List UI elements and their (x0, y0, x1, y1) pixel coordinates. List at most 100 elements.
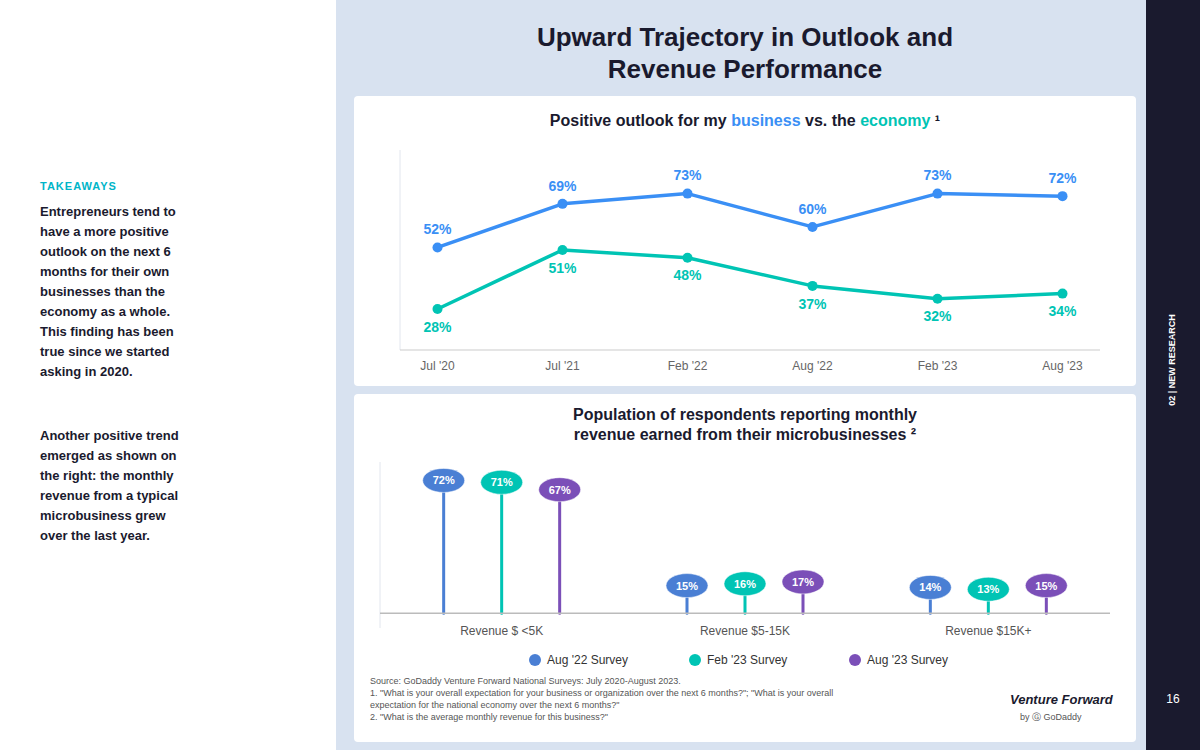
x-axis-line (400, 349, 1100, 350)
point (808, 281, 818, 291)
point (683, 189, 693, 199)
footnote: Source: GoDaddy Venture Forward National… (370, 676, 681, 686)
lollipop-head (423, 468, 465, 492)
plot-marks (423, 468, 1068, 613)
lollipop-head (481, 470, 523, 494)
legend-swatch (849, 654, 861, 666)
data-label: 73% (923, 167, 952, 183)
title-part: vs. the (801, 112, 861, 129)
x-tick-label: Aug '23 (1042, 359, 1083, 373)
text-line: Entrepreneurs tend to (40, 204, 176, 219)
data-label: 51% (548, 260, 577, 276)
point (558, 199, 568, 209)
data-label: 72% (1048, 170, 1077, 186)
text-line: the right: the monthly (40, 468, 174, 483)
data-label: 15% (1035, 580, 1057, 592)
x-tick-label: Aug '22 (792, 359, 833, 373)
page-title: Upward Trajectory in Outlook andRevenue … (537, 22, 953, 84)
lollipop-stem (500, 482, 503, 613)
data-label: 16% (734, 578, 756, 590)
data-label: 13% (977, 583, 999, 595)
takeaway: Entrepreneurs tend to have a more positiv… (40, 204, 176, 379)
lollipop-head (967, 577, 1009, 601)
chart-box (354, 394, 1136, 742)
x-tick-label: Revenue $15K+ (945, 624, 1031, 638)
data-label: 73% (673, 167, 702, 183)
title-series-name: business (731, 112, 800, 129)
data-label: 67% (549, 484, 571, 496)
x-tick-label: Jul '20 (420, 359, 455, 373)
lollipop-stem (442, 480, 445, 613)
data-label: 71% (491, 476, 513, 488)
data-labels: 52%69%73%60%73%72%28%51%48%37%32%34% (423, 167, 1077, 334)
title-part: Positive outlook for my (550, 112, 731, 129)
plot-marks (433, 189, 1068, 314)
data-label: 52% (423, 221, 452, 237)
text-line: This finding has been (40, 324, 174, 339)
text-line: asking in 2020. (40, 364, 133, 379)
takeaway: Another positive trend emerged as shown o… (40, 428, 179, 543)
takeaways-label: TAKEAWAYS (40, 180, 117, 192)
text-line: over the last year. (40, 528, 150, 543)
legend-label: Aug '22 Survey (547, 653, 628, 667)
sidebar (1146, 0, 1200, 750)
point (933, 294, 943, 304)
text-line: revenue earned from their microbusinesse… (574, 426, 916, 443)
data-label: 32% (923, 308, 952, 324)
page: TAKEAWAYS Entrepreneurs tend to have a mor… (0, 0, 1200, 750)
section-label: 02 | NEW RESEARCH (1167, 314, 1177, 406)
x-tick-label: Revenue $5-15K (700, 624, 790, 638)
legend-swatch (689, 654, 701, 666)
data-label: 28% (423, 319, 452, 335)
data-label: 17% (792, 576, 814, 588)
lollipop-head (666, 574, 708, 598)
footnote: 1. "What is your overall expectation for… (370, 688, 833, 698)
x-tick-label: Feb '22 (668, 359, 708, 373)
point (433, 242, 443, 252)
left-panel (0, 0, 336, 750)
title-series-name: economy (860, 112, 930, 129)
line (438, 250, 1063, 309)
data-label: 60% (798, 201, 827, 217)
point (933, 189, 943, 199)
right-panel (336, 0, 1146, 750)
text-line: economy as a whole. (40, 304, 170, 319)
chart-box (354, 96, 1136, 386)
text-line: Upward Trajectory in Outlook and (537, 22, 953, 52)
lollipop-head (1025, 574, 1067, 598)
data-label: 48% (673, 267, 702, 283)
text-line: businesses than the (40, 284, 165, 299)
text-line: Another positive trend (40, 428, 179, 443)
text-line: Population of respondents reporting mont… (573, 406, 917, 423)
point (558, 245, 568, 255)
text-line: months for their own (40, 264, 169, 279)
data-labels: 72% 71% 67% 15% 16% 17% 14% 13% 15% (433, 474, 1058, 595)
lollipop-head (539, 478, 581, 502)
line (438, 194, 1063, 248)
text-line: microbusiness grew (40, 508, 167, 523)
point (1058, 289, 1068, 299)
text-line: emerged as shown on (40, 448, 177, 463)
point (1058, 191, 1068, 201)
y-axis-line (380, 462, 381, 628)
data-label: 72% (433, 474, 455, 486)
point (433, 304, 443, 314)
lollipop-head (782, 570, 824, 594)
data-label: 15% (676, 580, 698, 592)
y-axis-line (400, 150, 401, 350)
data-label: 14% (919, 581, 941, 593)
text-line: Revenue Performance (608, 54, 883, 84)
brand: Venture Forward (1010, 692, 1114, 707)
point (683, 253, 693, 263)
lollipop-head (724, 572, 766, 596)
text-line: have a more positive (40, 224, 169, 239)
chart-title: Population of respondents reporting mont… (573, 406, 917, 443)
data-label: 69% (548, 178, 577, 194)
brand-sub: by Ⓖ GoDaddy (1020, 712, 1082, 722)
lollipop-stem (558, 490, 561, 614)
legend-label: Feb '23 Survey (707, 653, 787, 667)
x-tick-label: Jul '21 (545, 359, 580, 373)
baseline (380, 612, 1110, 614)
chart-title: Positive outlook for my business vs. the… (550, 112, 940, 129)
text-line: true since we started (40, 344, 169, 359)
